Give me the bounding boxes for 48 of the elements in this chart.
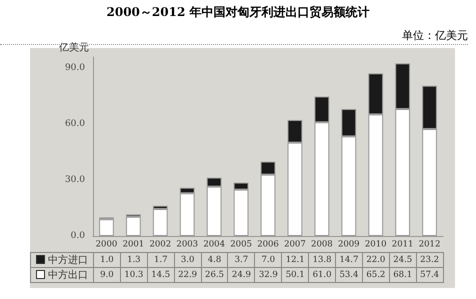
data-label: 24.9 — [228, 268, 255, 282]
data-label: 1.7 — [147, 252, 174, 268]
data-label: 53.4 — [336, 268, 362, 282]
x-tick-label: 2007 — [284, 240, 306, 250]
data-label: 7.0 — [254, 252, 282, 268]
data-label: 61.0 — [308, 268, 336, 282]
data-label: 14.5 — [147, 268, 174, 282]
data-label: 22.0 — [362, 252, 390, 268]
x-tick-label: 2004 — [203, 240, 225, 250]
data-label: 1.3 — [120, 252, 148, 268]
data-label: 32.9 — [254, 268, 282, 282]
data-label: 24.5 — [389, 252, 416, 268]
data-label: 9.0 — [94, 268, 120, 282]
data-label: 23.2 — [416, 252, 444, 268]
data-label: 1.0 — [94, 252, 120, 268]
x-tick-label: 2005 — [230, 240, 252, 250]
data-label: 68.1 — [389, 268, 416, 282]
data-label: 10.3 — [120, 268, 148, 282]
data-label: 57.4 — [416, 268, 444, 282]
x-tick-label: 2010 — [364, 240, 387, 250]
x-tick-label: 2003 — [176, 240, 198, 250]
x-tick-label: 2008 — [311, 240, 333, 250]
y-tick-label: 90.0 — [64, 63, 86, 74]
data-label: 26.5 — [201, 268, 228, 282]
data-label: 65.2 — [362, 268, 390, 282]
x-tick-label: 2002 — [149, 240, 172, 250]
y-axis-title: 亿美元 — [58, 42, 89, 54]
text: 单位：亿美元 — [402, 29, 468, 42]
data-label: 22.9 — [174, 268, 202, 282]
legend-label: 中方进口 — [30, 252, 94, 268]
data-label: 13.8 — [308, 252, 336, 268]
data-label: 3.7 — [228, 252, 255, 268]
y-tick-label: 30.0 — [64, 175, 86, 186]
chart-title: 2000～2012 年中国对匈牙利进出口贸易额统计 — [106, 4, 370, 21]
data-label: 3.0 — [174, 252, 202, 268]
x-tick-label: 2012 — [418, 240, 440, 250]
data-label: 14.7 — [336, 252, 362, 268]
data-label: 4.8 — [201, 252, 228, 268]
x-tick-label: 2000 — [96, 240, 118, 250]
data-label: 12.1 — [282, 252, 309, 268]
legend-label: 中方出口 — [30, 268, 94, 282]
y-tick-label: 0.0 — [70, 231, 86, 241]
x-tick-label: 2006 — [257, 240, 279, 250]
x-tick-label: 2009 — [338, 240, 360, 250]
x-tick-label: 2011 — [392, 240, 414, 250]
data-label: 50.1 — [282, 268, 309, 282]
y-tick-label: 60.0 — [64, 119, 86, 130]
x-tick-label: 2001 — [122, 240, 144, 250]
